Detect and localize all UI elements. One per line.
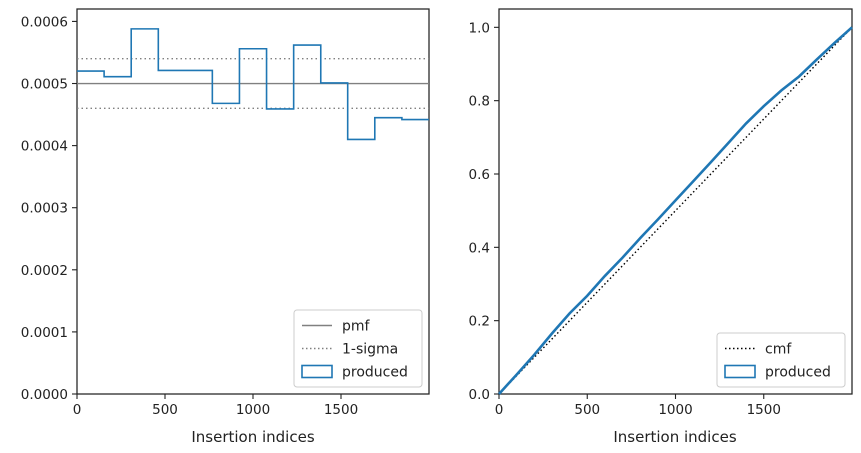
cmf-legend-label: cmf <box>765 342 792 358</box>
pmf-series <box>77 28 429 141</box>
cmf-y-tick-label: 0.0 <box>469 387 490 403</box>
pmf-legend-label: pmf <box>342 319 371 335</box>
pmf-y-tick-label: 0.0000 <box>21 387 68 403</box>
cmf-panel: 0 500 1000 1500 0.0 0.2 0.4 0.6 0.8 1.0 Insertion… <box>469 8 853 446</box>
cmf-x-tick-label: 1500 <box>747 402 781 418</box>
cmf-y-tick-label: 0.8 <box>469 94 490 110</box>
pmf-x-axis-label: Insertion indices <box>191 428 314 446</box>
pmf-panel: 0 500 1000 1500 0.0000 0.0001 0.0002 0.0003 0.00… <box>21 8 430 446</box>
pmf-y-tick-label: 0.0006 <box>21 14 68 30</box>
cmf-y-tick-label: 1.0 <box>469 20 490 36</box>
pmf-y-tick-label: 0.0002 <box>21 263 68 279</box>
cmf-ticks: 0 500 1000 1500 0.0 0.2 0.4 0.6 0.8 1.0 <box>469 20 781 418</box>
cmf-series <box>498 26 853 395</box>
produced-legend-swatch <box>724 364 756 379</box>
pmf-y-tick-label: 0.0001 <box>21 325 68 341</box>
pmf-legend-label: produced <box>342 365 408 381</box>
pmf-y-tick-label: 0.0005 <box>21 77 68 93</box>
pmf-x-tick-label: 0 <box>73 402 82 418</box>
pmf-legend-box <box>293 309 423 388</box>
produced-step-line <box>77 28 429 141</box>
pmf-y-tick-label: 0.0003 <box>21 201 68 217</box>
cmf-legend-label: produced <box>765 365 831 381</box>
cmf-legend-box <box>716 332 846 388</box>
pmf-x-tick-label: 1500 <box>324 402 358 418</box>
produced-cumulative-line <box>498 26 853 395</box>
pmf-x-tick-label: 500 <box>152 402 178 418</box>
cmf-y-tick-label: 0.6 <box>469 167 490 183</box>
cmf-x-tick-label: 500 <box>574 402 600 418</box>
pmf-y-tick-label: 0.0004 <box>21 139 68 155</box>
cmf-y-tick-label: 0.4 <box>469 240 490 256</box>
pmf-ticks: 0 500 1000 1500 0.0000 0.0001 0.0002 0.0003 0.00… <box>21 14 358 418</box>
produced-legend-swatch <box>301 364 333 379</box>
cmf-x-tick-label: 1000 <box>658 402 692 418</box>
pmf-legend: pmf 1-sigma produced <box>293 309 423 388</box>
cmf-x-tick-label: 0 <box>495 402 504 418</box>
cmf-legend: cmf produced <box>716 332 846 388</box>
pmf-legend-label: 1-sigma <box>342 342 398 358</box>
cmf-y-tick-label: 0.2 <box>469 314 490 330</box>
cmf-line <box>498 26 853 395</box>
cmf-x-axis-label: Insertion indices <box>613 428 736 446</box>
pmf-x-tick-label: 1000 <box>236 402 270 418</box>
